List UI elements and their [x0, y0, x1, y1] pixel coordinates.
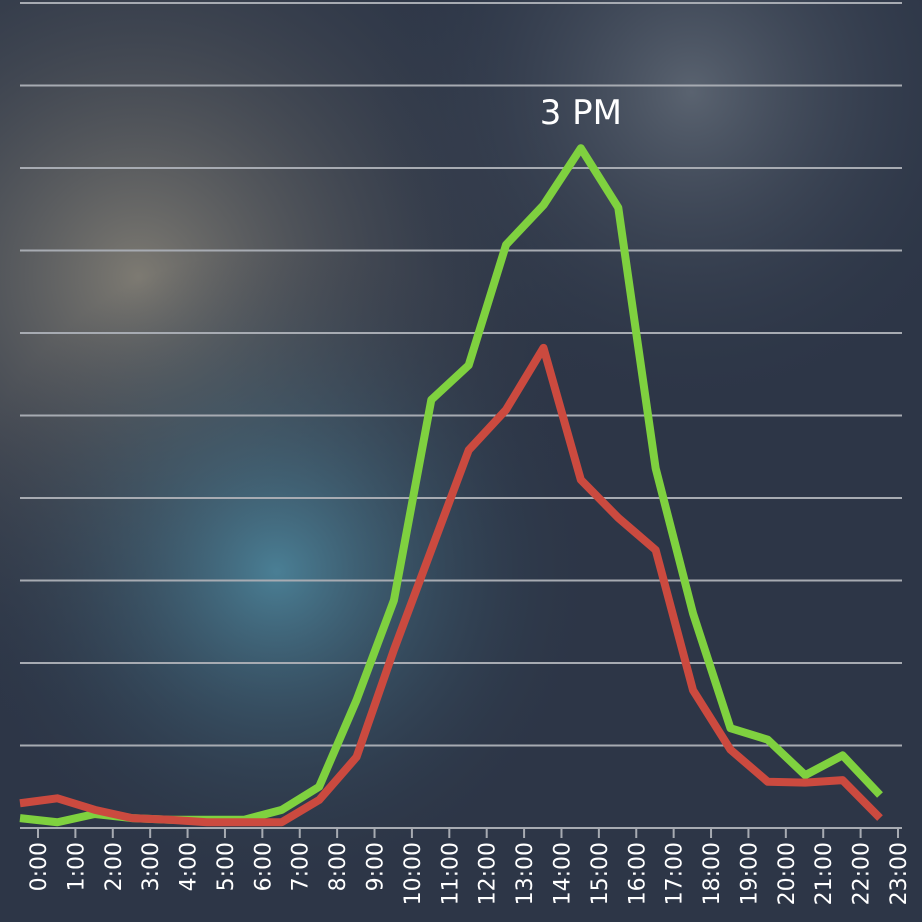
x-tick-label: 7:00 — [289, 842, 314, 891]
x-tick-label: 19:00 — [737, 842, 762, 905]
x-tick-label: 22:00 — [850, 842, 875, 905]
x-tick-label: 17:00 — [663, 842, 688, 905]
x-tick-label: 18:00 — [700, 842, 725, 905]
x-tick-label: 6:00 — [251, 842, 276, 891]
x-tick-label: 13:00 — [513, 842, 538, 905]
x-tick-label: 23:00 — [887, 842, 912, 905]
x-tick-label: 5:00 — [214, 842, 239, 891]
page: 0:00 1:00 2:00 3:00 4:00 5:00 6:00 7:00 8:00 9:00… — [0, 0, 922, 922]
x-tick-label: 3:00 — [139, 842, 164, 891]
x-tick-label: 11:00 — [438, 842, 463, 905]
x-tick-label: 4:00 — [177, 842, 202, 891]
chart: 0:00 1:00 2:00 3:00 4:00 5:00 6:00 7:00 8:00 9:00… — [0, 0, 922, 922]
x-tick-label: 8:00 — [326, 842, 351, 891]
x-tick-label: 1:00 — [64, 842, 89, 891]
x-tick-label: 16:00 — [625, 842, 650, 905]
x-tick-label: 12:00 — [476, 842, 501, 905]
annotation: 3 PM — [540, 93, 622, 133]
x-tick-label: 9:00 — [364, 842, 389, 891]
x-tick-label: 10:00 — [401, 842, 426, 905]
x-tick-label: 14:00 — [550, 842, 575, 905]
x-tick-label: 15:00 — [588, 842, 613, 905]
x-tick-label: 0:00 — [27, 842, 52, 891]
x-tick-label: 21:00 — [812, 842, 837, 905]
x-tick-label: 20:00 — [775, 842, 800, 905]
x-tick-label: 2:00 — [102, 842, 127, 891]
